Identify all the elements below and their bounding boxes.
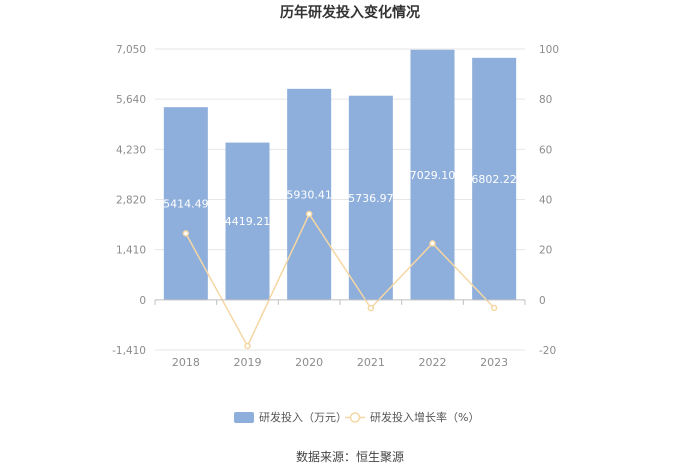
legend-bar-swatch [234,412,254,423]
bar [348,95,393,300]
x-tick-label: 2021 [357,356,385,369]
bar-layer [163,49,517,300]
axis-layer: 7,050 100 5,640 80 4,230 60 2,820 40 1,410 20 0 0 -1… [112,44,559,369]
growth-rate-point [182,230,190,237]
bar-data-label: 5414.49 [163,198,209,211]
y-right-tick-label: 20 [539,245,552,257]
y-left-tick-label: 4,230 [116,144,146,156]
legend-label-bar: 研发投入（万元） [259,410,347,424]
y-left-tick-label: 7,050 [116,44,146,56]
line-layer [182,210,498,350]
bar [225,142,270,300]
bar-data-label: 4419.21 [225,215,271,228]
growth-rate-point [305,210,313,218]
bar-data-label: 5736.97 [348,192,394,205]
y-left-tick-label: 0 [139,295,146,307]
growth-rate-point [244,342,251,350]
y-right-tick-label: 100 [539,44,559,56]
y-left-tick-label: 5,640 [116,94,146,106]
y-right-tick-label: 40 [539,195,552,207]
x-tick-label: 2018 [172,356,200,369]
growth-rate-point [490,304,498,312]
y-right-tick-label: -20 [539,345,556,357]
legend-item-line[interactable]: 研发投入增长率（%） [345,410,479,424]
bar-data-label: 6802.22 [471,173,517,186]
y-right-tick-label: 80 [539,94,552,106]
legend-label-line: 研发投入增长率（%） [370,410,479,424]
x-tick-label: 2022 [419,356,447,369]
legend-item-bar[interactable]: 研发投入（万元） [234,410,347,424]
label-layer: 5414.49 4419.21 5930.41 5736.97 7029.10 6802.… [163,169,517,228]
x-tick-label: 2023 [480,356,508,369]
x-tick-label: 2019 [234,356,262,369]
growth-rate-point [429,240,436,247]
growth-rate-line [185,212,495,348]
y-left-tick-label: 1,410 [116,245,146,257]
x-tick-label: 2020 [295,356,323,369]
bar [472,57,517,300]
bar-data-label: 7029.10 [410,169,456,182]
bar [287,88,332,300]
y-right-tick-label: 60 [539,144,552,156]
legend-line-marker [349,412,361,423]
chart-title: 历年研发投入变化情况 [280,4,420,21]
y-right-tick-label: 0 [539,295,546,307]
legend: 研发投入（万元） 研发投入增长率（%） [234,410,479,424]
growth-rate-point [367,304,375,312]
bar-data-label: 5930.41 [286,188,332,201]
y-left-tick-label: -1,410 [112,345,146,357]
y-left-tick-label: 2,820 [116,195,146,207]
bar [163,107,208,300]
grid-layer [155,48,525,351]
data-source: 数据来源：恒生聚源 [296,449,404,464]
